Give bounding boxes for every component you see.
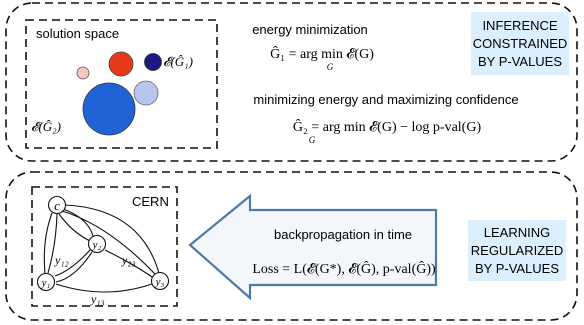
edge-c-y3-b (61, 210, 156, 275)
edge-y12-label: y₁₂ (54, 253, 69, 267)
node-y1-label: y₁ (41, 277, 51, 289)
inference-badge-line1: INFERENCE (482, 18, 557, 33)
learning-badge (468, 220, 566, 281)
cern-box (31, 186, 178, 307)
solution-space-title: solution space (36, 26, 119, 41)
cern-graph-edges (43, 204, 160, 293)
edge-y1-y3 (55, 283, 153, 293)
bubble-large-blue (82, 82, 136, 136)
bubble-red (108, 51, 134, 77)
loss-equation: Loss = L(𝓔(G*), 𝓔(Ĝ), p-val(Ĝ)) (252, 260, 436, 277)
bubble-navy (144, 53, 162, 71)
label-energy-g1: 𝓔(Ĝ₁) (163, 54, 193, 69)
node-c (47, 195, 67, 215)
backprop-title: backpropagation in time (274, 227, 412, 242)
cern-title: CERN (132, 194, 169, 209)
edge-c-y2 (62, 208, 94, 237)
node-y3 (150, 271, 170, 291)
solution-space-box (25, 19, 218, 149)
equation-g2: Ĝ₂ = arg min 𝓔(G) − log p-val(G) (293, 118, 482, 135)
equation-g1: Ĝ₁ = arg min 𝓔(G) (270, 45, 374, 62)
node-c-label: c (54, 198, 60, 213)
energy-confidence-title: minimizing energy and maximizing confide… (253, 92, 518, 107)
backprop-arrow (188, 193, 438, 301)
node-y2 (87, 234, 107, 254)
edge-y2-y3 (104, 249, 153, 278)
equation-g2-subscript: G (309, 135, 316, 145)
edge-y13-label: y₁₃ (90, 292, 105, 306)
edge-y2-y1 (54, 249, 91, 277)
edge-y2-y1-b (55, 251, 93, 283)
inference-badge-line3: BY P-VALUES (478, 54, 562, 69)
edge-c-y1 (43, 212, 53, 275)
equation-g1-subscript: G (327, 62, 334, 72)
energy-minimization-title: energy minimization (252, 22, 368, 37)
inference-badge-line2: CONSTRAINED (473, 36, 568, 51)
bubble-light-blue (133, 80, 159, 106)
edge-c-y1-b (47, 213, 58, 274)
learning-badge-line3: BY P-VALUES (475, 261, 559, 276)
learning-badge-line1: LEARNING (484, 225, 550, 240)
edge-y23-label: y₂₃ (121, 253, 136, 267)
inference-badge (471, 12, 569, 75)
edge-c-y3 (63, 204, 160, 274)
node-y1 (36, 272, 56, 292)
cern-graph-nodes (36, 195, 170, 292)
top-panel-border (5, 2, 578, 162)
bottom-panel-border (5, 171, 578, 321)
bubble-pink (76, 66, 90, 80)
node-y3-label: y₃ (155, 276, 165, 288)
node-y2-label: y₂ (92, 239, 102, 251)
label-energy-g2: 𝓔(Ĝ₂) (31, 119, 61, 134)
learning-badge-line2: REGULARIZED (471, 243, 563, 258)
edge-c-y2-b (58, 213, 91, 242)
